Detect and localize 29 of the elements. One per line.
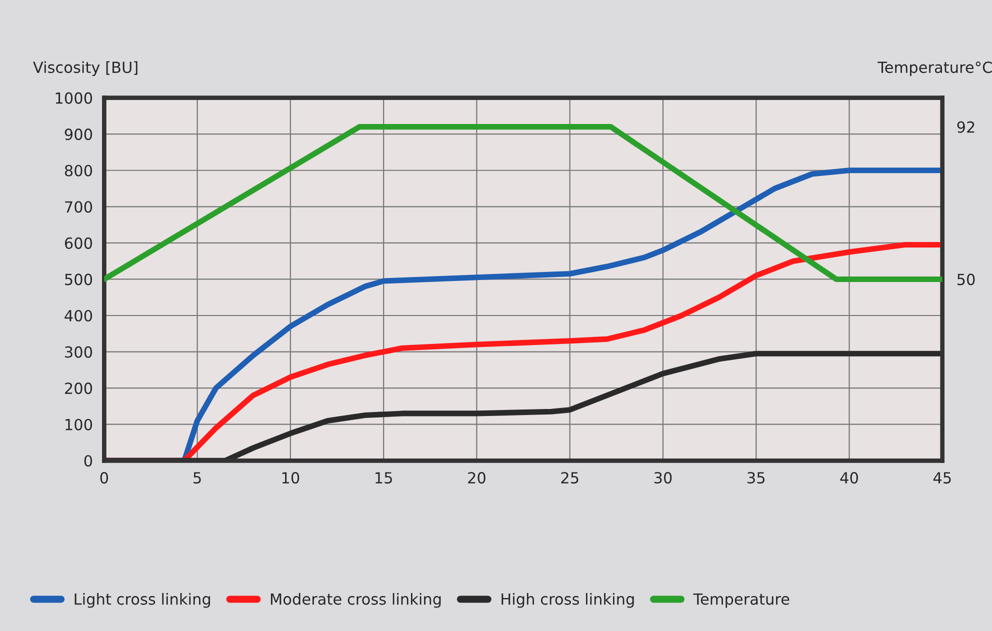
y-tick-label: 500: [65, 274, 92, 286]
x-tick-label: 10: [282, 472, 300, 484]
x-tick-label: 45: [933, 472, 951, 484]
x-tick-label: 20: [468, 472, 486, 484]
y-tick-label: 0: [84, 455, 92, 467]
y-tick-label: 100: [66, 418, 92, 430]
x-tick-label: 40: [840, 472, 858, 484]
y-tick-label: 400: [64, 310, 92, 322]
y-tick-label: 1000: [56, 92, 92, 104]
legend-label: Moderate cross linking: [270, 593, 441, 608]
x-tick-label: 35: [748, 472, 765, 484]
x-tick-label: 5: [194, 472, 201, 484]
y-tick-label: 700: [65, 201, 92, 213]
y-tick-label: 600: [64, 237, 92, 249]
y2-tick-label: 50: [957, 274, 975, 286]
legend-label: High cross linking: [502, 593, 634, 608]
x-tick-label: 25: [561, 472, 578, 484]
x-tick-label: 0: [100, 472, 108, 484]
x-tick-label: 30: [654, 472, 672, 484]
x-tick-label: 15: [376, 472, 392, 484]
y-tick-label: 200: [65, 382, 92, 394]
y2-axis-title: Temperature°C: [878, 62, 992, 76]
y-tick-label: 800: [64, 164, 92, 176]
y-axis-title: Viscosity [BU]: [33, 61, 138, 76]
y2-tick-label: 92: [957, 121, 974, 133]
legend-label: Temperature: [693, 593, 790, 608]
legend-label: Light cross linking: [74, 593, 210, 608]
y-tick-label: 300: [65, 346, 92, 358]
y-tick-label: 900: [64, 128, 92, 140]
